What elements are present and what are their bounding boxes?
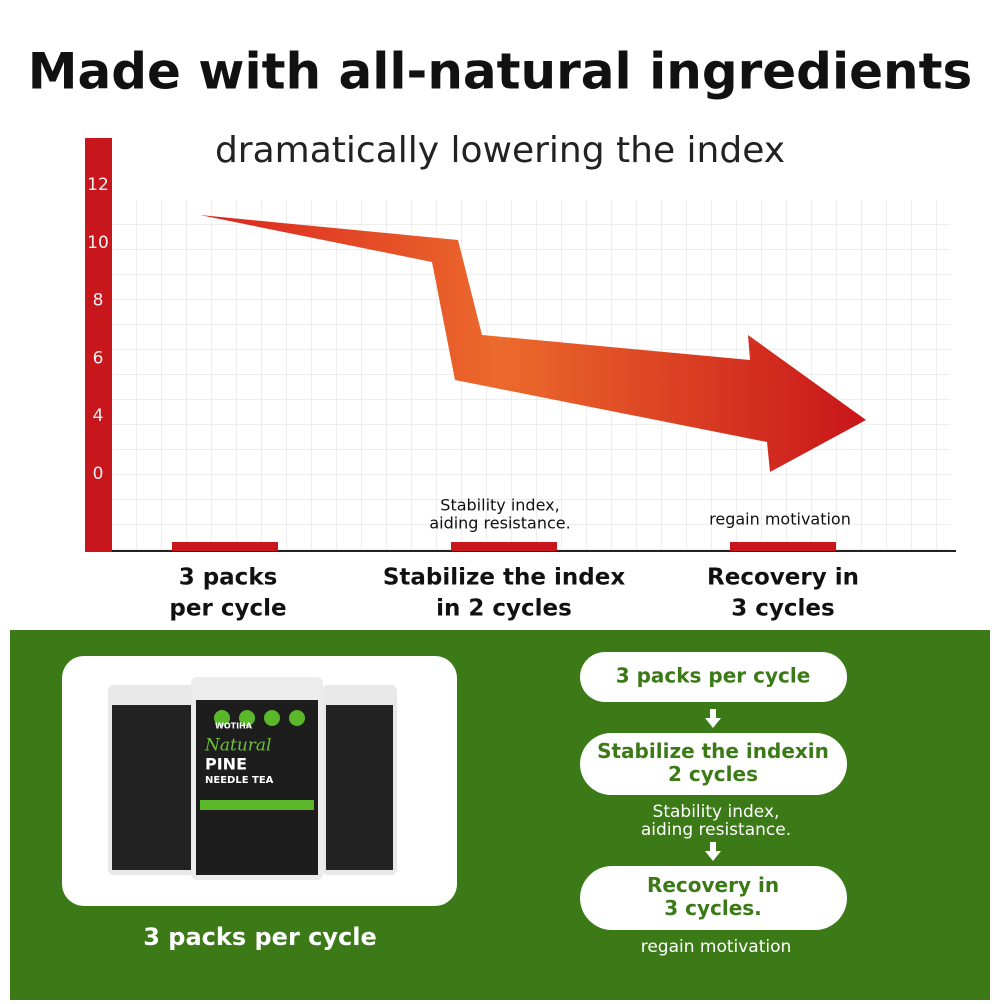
axis-label: 12 <box>87 175 109 195</box>
flow-step <box>580 733 847 795</box>
flow-label: Stabilize the indexin <box>597 739 829 763</box>
stage-marker <box>451 542 557 551</box>
flow-step <box>580 652 847 702</box>
flow-note: regain motivation <box>641 937 792 957</box>
axis-bar <box>85 138 112 552</box>
stage-note: Stability index, <box>440 496 559 515</box>
stage-label: Stabilize the index <box>383 565 625 591</box>
flow-note: Stability index, <box>653 802 780 822</box>
stage-marker <box>730 542 836 551</box>
product-image: WOTIHA Natural PINE NEEDLE TEA <box>108 677 397 880</box>
flow-note: aiding resistance. <box>641 820 791 840</box>
stage-marker <box>172 542 278 551</box>
product-caption: 3 packs per cycle <box>143 923 377 951</box>
flow-label: 2 cycles <box>668 762 758 786</box>
flow-label: 3 cycles. <box>664 896 762 920</box>
stage-label: per cycle <box>169 596 286 622</box>
subtitle: dramatically lowering the index <box>215 130 785 171</box>
flow-step <box>580 866 847 930</box>
stage-label: Recovery in <box>707 565 859 591</box>
axis-label: 8 <box>93 291 104 311</box>
stage-note: regain motivation <box>709 510 851 529</box>
flow-arrow <box>705 842 721 861</box>
flow-label: Recovery in <box>647 873 779 897</box>
stage-label: 3 cycles <box>731 596 834 622</box>
stage-label: in 2 cycles <box>436 596 572 622</box>
title: Made with all-natural ingredients <box>28 43 973 101</box>
flow-label: 3 packs per cycle <box>616 664 811 688</box>
stage-note: aiding resistance. <box>429 514 570 533</box>
axis-label: 4 <box>93 406 104 426</box>
stage-label: 3 packs <box>179 565 278 591</box>
flow-arrow <box>705 709 721 728</box>
axis-label: 0 <box>93 464 104 484</box>
product-name: Natural <box>204 736 272 756</box>
product-name: NEEDLE TEA <box>205 775 274 786</box>
brand: WOTIHA <box>215 722 253 731</box>
trend-arrow <box>200 215 866 472</box>
product-name: PINE <box>205 755 247 774</box>
axis-label: 10 <box>87 233 109 253</box>
axis-label: 6 <box>93 348 104 368</box>
